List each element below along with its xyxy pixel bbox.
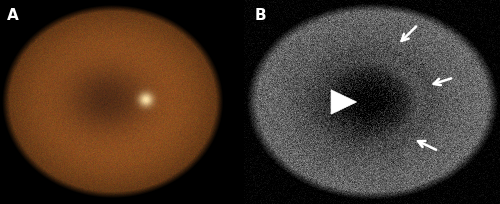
Text: B: B [254,8,266,23]
Text: A: A [8,8,19,23]
Polygon shape [331,90,356,114]
